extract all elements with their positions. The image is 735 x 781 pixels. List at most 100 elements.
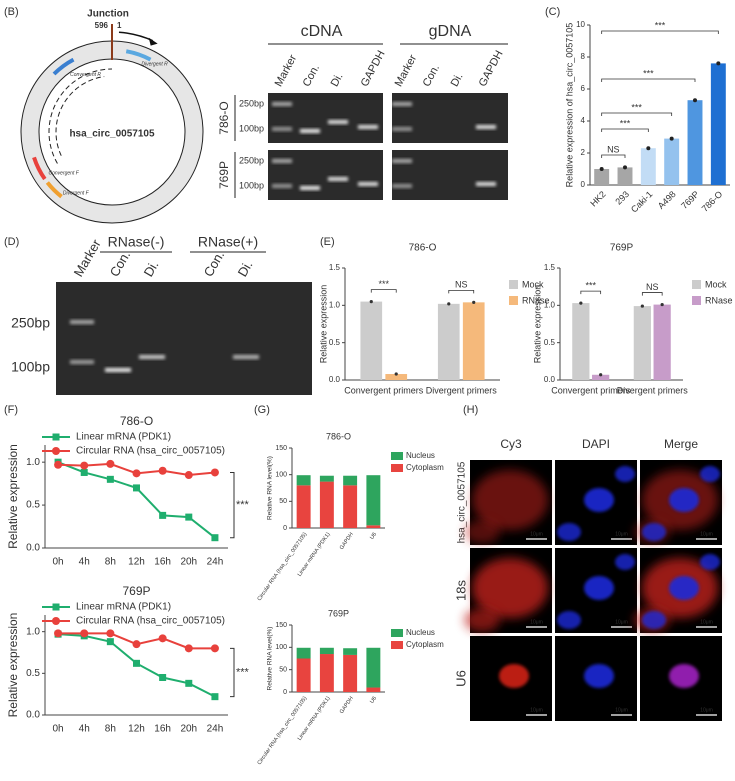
cytoplasm-signal [472, 558, 548, 618]
scale-label: 10μm [700, 619, 713, 625]
nucleus [584, 488, 614, 512]
y-tick-label: 2 [581, 148, 586, 157]
y-axis-label: Relative expression [318, 285, 328, 364]
y-tick-label: 0.5 [544, 338, 556, 347]
nucleus [615, 466, 635, 482]
bar-dot [660, 302, 664, 307]
sig-bracket [601, 30, 719, 34]
sig-bracket [370, 289, 397, 293]
bar [437, 303, 460, 380]
gel [392, 93, 508, 143]
lane-label: Con. [421, 63, 443, 89]
column-label: Merge [664, 437, 698, 451]
y-tick-label: 1.5 [544, 263, 556, 272]
circle-name: hsa_circ_0057105 [69, 129, 155, 140]
gel-band [272, 127, 292, 131]
x-tick-label: GAPDH [339, 696, 355, 715]
sig-bracket [601, 112, 673, 116]
gel-band [392, 184, 412, 188]
gel-band [70, 360, 94, 364]
nucleus [615, 554, 635, 570]
x-tick-label: HK2 [588, 189, 607, 208]
x-tick-label: 20h [180, 557, 197, 568]
sig-label: *** [655, 20, 666, 30]
x-tick-label: GAPDH [339, 532, 355, 551]
x-tick-label: Caki-1 [629, 189, 654, 214]
gel-group: RNase(-) [108, 234, 165, 250]
gel-band [300, 186, 320, 190]
junction-pos: 1 [117, 21, 122, 30]
nucleus [584, 576, 614, 600]
scale-label: 10μm [530, 531, 543, 537]
x-tick-label: 786-O [700, 189, 725, 214]
scale-label: 10μm [700, 531, 713, 537]
cytoplasm-signal [472, 470, 548, 530]
sig-label: NS [607, 144, 620, 154]
gel-band [328, 177, 348, 181]
gel-band [392, 159, 412, 163]
y-tick-label: 10 [576, 20, 585, 29]
bar-segment [319, 647, 334, 655]
chart-title: 786-O [326, 431, 351, 441]
bar-dot [693, 98, 697, 103]
legend-marker [52, 433, 60, 441]
size-label: 100bp [239, 180, 264, 190]
nucleus-signal [499, 664, 529, 688]
x-tick-label: Divergent primers [426, 385, 498, 395]
primer-label: Divergent R [141, 62, 168, 68]
junction-label: Junction [87, 9, 129, 20]
x-tick-label: Circular RNA (hsa_circ_0057105) [257, 531, 309, 602]
point [185, 513, 193, 521]
legend-label: RNase [522, 295, 550, 305]
gel-band [272, 159, 292, 163]
point [132, 640, 141, 649]
dashed-arc [48, 68, 113, 164]
lane-label: Marker [273, 53, 300, 89]
bar-segment [366, 475, 381, 526]
bar-dot [394, 372, 398, 376]
nucleus [669, 488, 699, 512]
point [184, 471, 193, 480]
bar [617, 167, 633, 185]
gel-group: RNase(+) [198, 234, 258, 250]
bar-dot [669, 136, 674, 141]
legend-swatch [391, 641, 403, 649]
point [211, 534, 219, 542]
bar [710, 63, 726, 185]
x-tick-label: 24h [207, 724, 224, 735]
point [158, 634, 167, 643]
bar-segment [343, 485, 358, 528]
legend-label: Circular RNA (hsa_circ_0057105) [76, 616, 225, 627]
bar [462, 302, 485, 380]
bar [633, 306, 651, 380]
size-label: 250bp [239, 155, 264, 165]
bar [594, 169, 610, 185]
y-axis-label: Relative RNA level(%) [267, 456, 274, 520]
bar-dot [447, 302, 451, 306]
x-tick-label: 24h [207, 557, 224, 568]
bar-segment [343, 475, 358, 486]
x-tick-label: 12h [128, 557, 145, 568]
x-tick-label: Circular RNA (hsa_circ_0057105) [257, 695, 309, 766]
y-tick-label: 0 [581, 180, 586, 189]
lane-label: Con. [107, 248, 134, 279]
scale-label: 10μm [530, 707, 543, 713]
scale-label: 10μm [615, 707, 628, 713]
sig-bracket [641, 292, 663, 296]
scale-label: 10μm [530, 619, 543, 625]
sig-label: *** [378, 279, 389, 289]
point [54, 629, 63, 638]
legend-swatch [509, 280, 518, 289]
sig-label: *** [631, 102, 642, 112]
point [159, 511, 167, 519]
chart-title: 786-O [409, 243, 437, 254]
lane-label: Con. [201, 248, 228, 279]
legend-marker [52, 603, 60, 611]
x-tick-label: 4h [79, 557, 90, 568]
legend-label: Linear mRNA (PDK1) [76, 432, 171, 443]
bar-segment [343, 654, 358, 692]
bar-segment [319, 475, 334, 482]
sig-bracket [230, 647, 235, 698]
gel-band [233, 355, 259, 359]
x-tick-label: 769P [679, 189, 701, 211]
